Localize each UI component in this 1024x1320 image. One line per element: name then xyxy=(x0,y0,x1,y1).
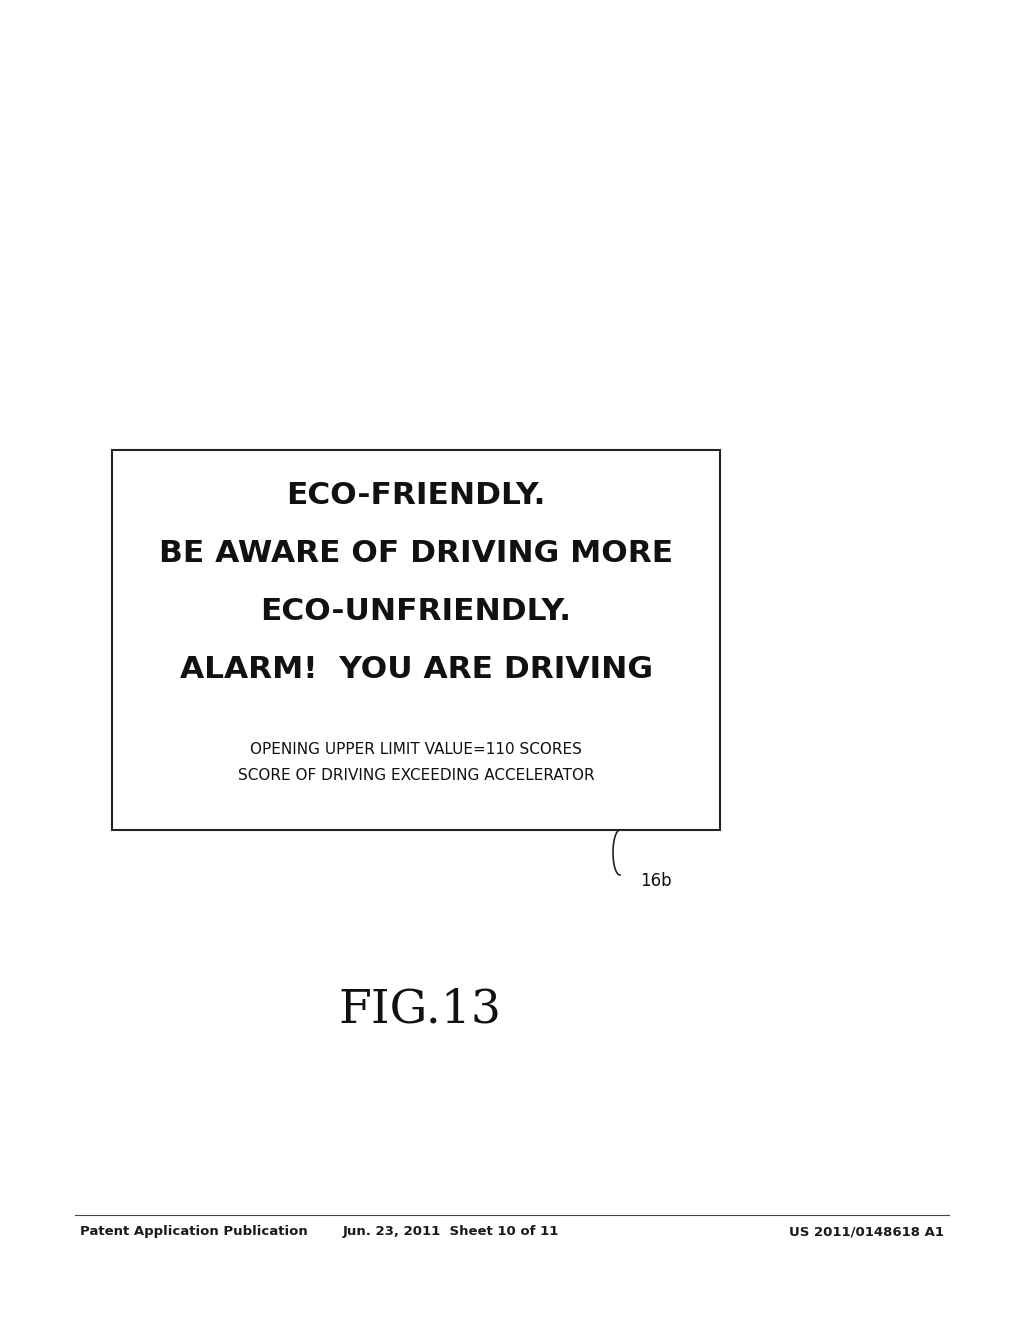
Text: ALARM!  YOU ARE DRIVING: ALARM! YOU ARE DRIVING xyxy=(179,656,652,685)
Text: FIG.13: FIG.13 xyxy=(339,987,502,1032)
Bar xyxy=(112,450,720,830)
Text: ECO-UNFRIENDLY.: ECO-UNFRIENDLY. xyxy=(260,598,571,627)
Text: ECO-FRIENDLY.: ECO-FRIENDLY. xyxy=(287,482,546,511)
Text: 16b: 16b xyxy=(640,873,672,890)
Text: Patent Application Publication: Patent Application Publication xyxy=(80,1225,308,1238)
Text: OPENING UPPER LIMIT VALUE=110 SCORES: OPENING UPPER LIMIT VALUE=110 SCORES xyxy=(250,742,582,758)
Text: US 2011/0148618 A1: US 2011/0148618 A1 xyxy=(790,1225,944,1238)
Text: BE AWARE OF DRIVING MORE: BE AWARE OF DRIVING MORE xyxy=(159,540,673,569)
Text: SCORE OF DRIVING EXCEEDING ACCELERATOR: SCORE OF DRIVING EXCEEDING ACCELERATOR xyxy=(238,767,594,783)
Text: Jun. 23, 2011  Sheet 10 of 11: Jun. 23, 2011 Sheet 10 of 11 xyxy=(342,1225,559,1238)
